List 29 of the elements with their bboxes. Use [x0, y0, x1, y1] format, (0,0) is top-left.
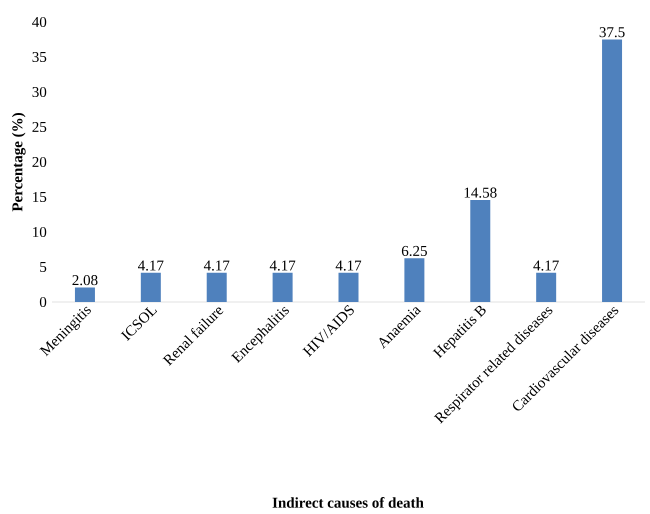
bar — [338, 272, 358, 302]
data-label: 4.17 — [270, 260, 296, 271]
data-label: 4.17 — [138, 260, 164, 271]
bar — [206, 272, 227, 302]
data-label: 2.08 — [72, 275, 98, 286]
y-tick-label: 35 — [32, 52, 46, 62]
data-label: 4.17 — [533, 260, 559, 271]
y-tick-label: 20 — [32, 156, 46, 168]
x-axis-title: Indirect causes of death — [272, 497, 424, 508]
bar — [404, 258, 424, 302]
bar — [536, 272, 556, 302]
bar — [470, 200, 490, 302]
bar — [74, 287, 95, 302]
data-label: 37.5 — [600, 27, 625, 38]
y-tick-label: 40 — [32, 16, 46, 28]
y-tick-label: 0 — [40, 296, 46, 308]
y-tick-label: 30 — [32, 86, 46, 98]
y-tick-label: 25 — [32, 122, 46, 132]
data-label: 6.25 — [402, 246, 427, 256]
y-tick-label: 10 — [33, 226, 46, 238]
data-label: 14.58 — [464, 188, 497, 198]
y-tick-label: 15 — [33, 192, 46, 202]
bar — [272, 272, 293, 302]
y-tick-label: 5 — [40, 262, 46, 272]
bar — [140, 272, 161, 302]
data-label: 4.17 — [204, 260, 230, 271]
bar — [602, 39, 622, 302]
data-label: 4.17 — [336, 260, 362, 271]
y-axis-title: Percentage (%) — [12, 113, 26, 212]
